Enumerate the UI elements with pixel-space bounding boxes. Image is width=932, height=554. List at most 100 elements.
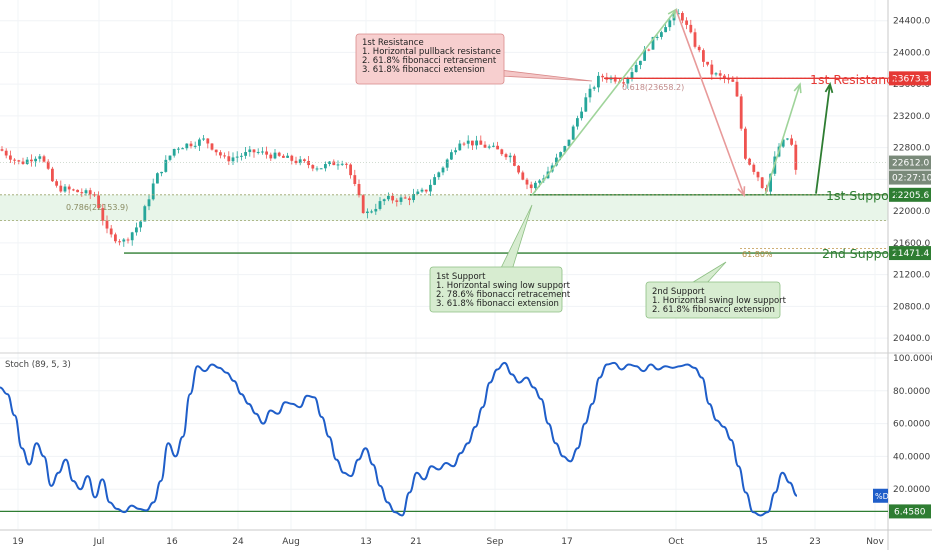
candle-body bbox=[408, 198, 411, 201]
candle bbox=[378, 197, 382, 211]
candle bbox=[13, 158, 16, 165]
candle-body bbox=[17, 160, 21, 162]
candle bbox=[416, 189, 420, 195]
candle bbox=[269, 152, 273, 161]
candle-body bbox=[639, 60, 642, 65]
candle-body bbox=[189, 143, 193, 147]
candle-body bbox=[76, 189, 79, 193]
resistance-1-badge-text: 23673.3 bbox=[892, 74, 929, 84]
candle-body bbox=[471, 140, 474, 146]
support-1-callout-line: 1. Horizontal swing low support bbox=[436, 281, 571, 291]
candle-body bbox=[420, 189, 424, 192]
countdown-badge-bg bbox=[889, 170, 931, 185]
candle-body bbox=[643, 49, 646, 61]
resistance-callout-line: 2. 61.8% fibonacci retracement bbox=[362, 56, 497, 66]
candle-body bbox=[9, 155, 12, 160]
candle-body bbox=[290, 155, 294, 161]
resistance-1-label: 1st Resistance bbox=[810, 72, 901, 87]
candle-body bbox=[697, 46, 701, 51]
time-tick-label: 21 bbox=[410, 537, 421, 547]
candle-body bbox=[622, 82, 625, 84]
candle bbox=[273, 148, 277, 160]
candle bbox=[429, 179, 432, 196]
candle-body bbox=[349, 164, 352, 176]
candle bbox=[328, 160, 331, 167]
candle-body bbox=[479, 140, 483, 145]
candle-body bbox=[508, 155, 512, 158]
candle bbox=[592, 85, 596, 91]
candle-body bbox=[63, 186, 67, 192]
candle bbox=[580, 107, 583, 121]
candle-body bbox=[130, 232, 134, 241]
support-2-badge-text: 21471.4 bbox=[892, 249, 929, 259]
candle bbox=[739, 93, 743, 131]
candle-body bbox=[206, 138, 210, 144]
candle bbox=[307, 156, 310, 169]
candle bbox=[508, 152, 512, 163]
candle bbox=[710, 60, 714, 80]
candle bbox=[630, 68, 634, 82]
projection-up-arrow-head bbox=[793, 82, 802, 94]
candle bbox=[21, 157, 25, 165]
candle bbox=[139, 220, 142, 232]
resistance-target-arrow-shaft bbox=[815, 84, 831, 194]
candle bbox=[349, 163, 352, 179]
candle-body bbox=[681, 13, 684, 21]
candle bbox=[395, 198, 399, 207]
stoch-line bbox=[0, 361, 798, 517]
candle-body bbox=[214, 149, 218, 153]
candle bbox=[315, 166, 319, 172]
candle bbox=[609, 75, 613, 84]
candle bbox=[588, 84, 592, 103]
candle-body bbox=[534, 182, 537, 189]
candle-body bbox=[521, 172, 525, 180]
candle bbox=[46, 159, 50, 171]
candle bbox=[118, 239, 121, 246]
candle-body bbox=[282, 155, 285, 158]
candle bbox=[714, 72, 718, 77]
candle-body bbox=[198, 139, 201, 146]
candle bbox=[345, 162, 348, 169]
candle-body bbox=[139, 221, 142, 228]
candle-body bbox=[277, 152, 281, 156]
candle-body bbox=[487, 146, 491, 148]
candle-body bbox=[156, 173, 159, 184]
candle-body bbox=[458, 143, 462, 151]
resistance-callout-title: 1st Resistance bbox=[362, 38, 424, 48]
candle-body bbox=[248, 149, 252, 153]
candle-body bbox=[261, 151, 264, 153]
candle-body bbox=[307, 160, 310, 166]
candle-body bbox=[714, 73, 718, 75]
support-2-badge: 21471.4 bbox=[889, 246, 931, 261]
stoch-tick-label: 40.0000 bbox=[893, 452, 930, 462]
candle bbox=[42, 154, 46, 163]
stoch-tick-label: 60.0000 bbox=[893, 420, 930, 430]
candle bbox=[441, 166, 445, 176]
candle-body bbox=[668, 20, 672, 28]
candle-body bbox=[576, 118, 579, 127]
candle bbox=[80, 188, 84, 197]
candle bbox=[525, 177, 529, 190]
time-tick-label: Oct bbox=[668, 537, 684, 547]
candle bbox=[408, 196, 411, 206]
candle-body bbox=[399, 197, 403, 202]
stoch-tick-label: 100.0000 bbox=[893, 354, 932, 364]
candle-body bbox=[664, 27, 667, 33]
candle-body bbox=[735, 81, 739, 97]
candle-body bbox=[588, 88, 592, 98]
candle-body bbox=[693, 32, 697, 47]
candle-body bbox=[340, 163, 344, 165]
candle-body bbox=[613, 77, 617, 82]
wave-up-arrow-shaft bbox=[531, 9, 677, 196]
candle bbox=[475, 135, 478, 150]
candle bbox=[198, 137, 201, 151]
candle-body bbox=[366, 211, 369, 214]
candle-body bbox=[298, 159, 302, 164]
resistance-target-arrow-head bbox=[824, 81, 834, 94]
candle bbox=[584, 93, 588, 113]
candle bbox=[55, 179, 58, 188]
candle-body bbox=[67, 186, 71, 190]
candle-body bbox=[710, 64, 714, 75]
candle-body bbox=[454, 150, 457, 153]
